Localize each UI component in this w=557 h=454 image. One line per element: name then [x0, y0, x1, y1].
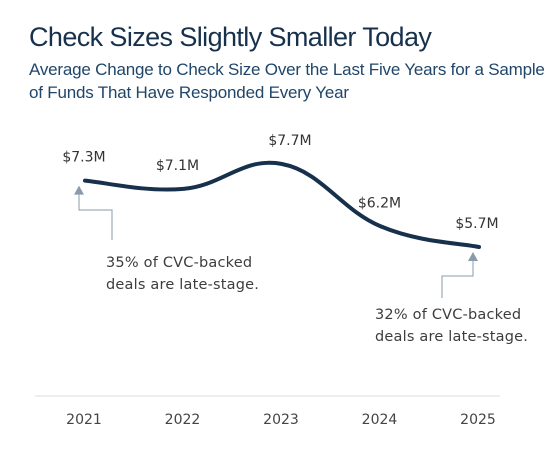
x-tick-labels: 2021 2022 2023 2024 2025: [66, 412, 496, 428]
annotation-arrow-2021: [74, 185, 84, 195]
annotation-2025: 32% of CVC-backed deals are late-stage.: [375, 307, 528, 345]
annotation-connector-2025: [441, 261, 474, 298]
x-tick-2021: 2021: [66, 412, 102, 428]
x-tick-2024: 2024: [362, 412, 398, 428]
value-label-2021: $7.3M: [62, 150, 105, 166]
chart-subtitle: Average Change to Check Size Over the La…: [29, 60, 545, 102]
value-label-2023: $7.7M: [268, 133, 311, 149]
x-tick-2022: 2022: [165, 412, 201, 428]
chart-title: Check Sizes Slightly Smaller Today: [29, 22, 432, 52]
annotation-arrow-2025: [468, 252, 478, 261]
x-tick-2025: 2025: [460, 412, 496, 428]
annotation-connector-2021: [78, 194, 113, 240]
value-label-2024: $6.2M: [358, 195, 401, 211]
annotation-2021: 35% of CVC-backed deals are late-stage.: [106, 255, 259, 293]
value-label-2022: $7.1M: [156, 158, 199, 174]
value-labels: $7.3M $7.1M $7.7M $6.2M $5.7M: [62, 133, 498, 232]
annotations: 35% of CVC-backed deals are late-stage. 32…: [74, 185, 528, 345]
value-label-2025: $5.7M: [455, 216, 498, 232]
series-line: [83, 160, 481, 249]
x-tick-2023: 2023: [263, 412, 299, 428]
